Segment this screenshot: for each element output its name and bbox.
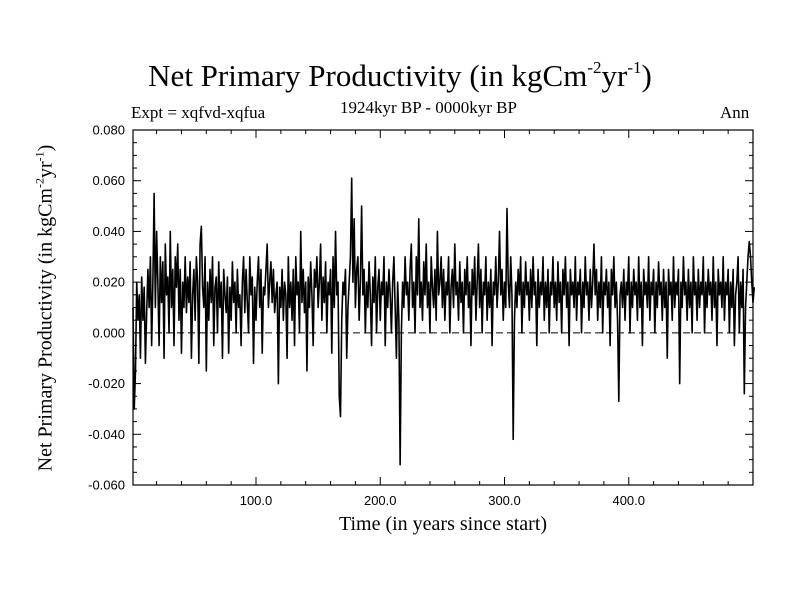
y-tick-label: 0.060 — [92, 173, 125, 188]
y-tick-label: -0.040 — [88, 427, 125, 442]
chart-title-sup2: -1 — [627, 58, 642, 77]
x-tick-label: 300.0 — [488, 493, 521, 508]
chart-title: Net Primary Productivity (in kgCm-2yr-1) — [0, 58, 800, 94]
series-line-0 — [132, 177, 756, 466]
y-axis-label-mid: yr — [34, 161, 57, 179]
y-tick-label: 0.040 — [92, 224, 125, 239]
experiment-label: Expt = xqfvd-xqfua — [131, 103, 266, 122]
y-axis-label-text: Net Primary Productivity (in kgCm — [34, 188, 57, 472]
y-tick-label: -0.060 — [88, 478, 125, 493]
plot-layer: -0.060 -0.040 -0.020 0.000 0.020 0.040 0.060 0.… — [88, 123, 756, 508]
y-tick-label: 0.020 — [92, 275, 125, 290]
x-tick-label: 200.0 — [364, 493, 397, 508]
y-axis-label-end: ) — [34, 144, 57, 152]
x-axis-label: Time (in years since start) — [338, 513, 548, 535]
chart-title-end: ) — [641, 58, 652, 93]
season-label: Ann — [720, 103, 750, 122]
y-tick-label: 0.000 — [92, 325, 125, 340]
chart-subtitle: 1924kyr BP - 0000kyr BP — [340, 98, 517, 117]
x-tick-label: 400.0 — [612, 493, 645, 508]
y-axis-label-sup2: -1 — [32, 151, 47, 162]
chart-title-mid: yr — [601, 58, 628, 93]
x-tick-label: 100.0 — [240, 493, 273, 508]
y-axis-label: Net Primary Productivity (in kgCm-2yr-1) — [32, 144, 58, 472]
y-tick-label: -0.020 — [88, 376, 125, 391]
y-axis-label-sup1: -2 — [32, 178, 47, 189]
chart-title-text: Net Primary Productivity (in kgCm — [148, 58, 588, 93]
y-tick-label: 0.080 — [92, 123, 125, 138]
chart-title-sup1: -2 — [587, 58, 602, 77]
